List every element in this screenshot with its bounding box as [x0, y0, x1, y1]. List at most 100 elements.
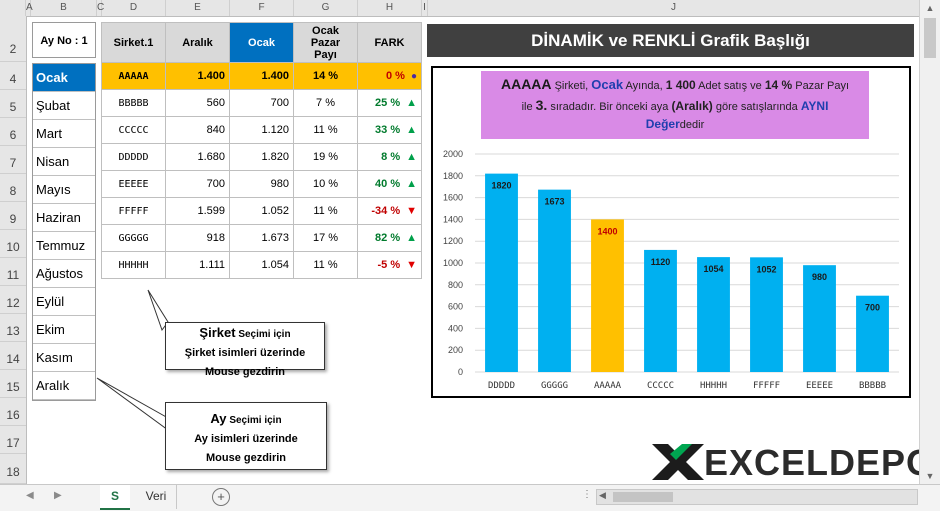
sheet-tab-active[interactable]: S	[100, 485, 130, 510]
row-number[interactable]: 7	[0, 146, 26, 174]
row-number[interactable]: 9	[0, 202, 26, 230]
company-cell[interactable]: AAAAA	[101, 62, 166, 90]
horizontal-scrollbar[interactable]: ◀	[596, 489, 918, 505]
tab-scroll-right-icon[interactable]: ▶	[54, 490, 62, 501]
row-number[interactable]: 4	[0, 62, 26, 90]
company-cell[interactable]: CCCCC	[101, 116, 166, 144]
chart-bar[interactable]	[644, 249, 677, 372]
scroll-down-icon[interactable]: ▼	[925, 471, 935, 481]
table-row[interactable]: GGGGG 918 1.673 17 % 82 % ▲	[101, 224, 422, 252]
change-cell[interactable]: -5 % ▼	[357, 251, 422, 279]
month-item-ocak[interactable]: Ocak	[33, 64, 95, 92]
change-cell[interactable]: 82 % ▲	[357, 224, 422, 252]
current-sales-cell[interactable]: 1.052	[229, 197, 294, 225]
row-number[interactable]: 15	[0, 370, 26, 398]
company-cell[interactable]: GGGGG	[101, 224, 166, 252]
market-share-cell[interactable]: 14 %	[293, 62, 358, 90]
prev-sales-cell[interactable]: 918	[165, 224, 230, 252]
table-row[interactable]: DDDDD 1.680 1.820 19 % 8 % ▲	[101, 143, 422, 171]
current-sales-cell[interactable]: 1.820	[229, 143, 294, 171]
market-share-cell[interactable]: 10 %	[293, 170, 358, 198]
column-h[interactable]: H	[358, 0, 422, 16]
row-number[interactable]: 6	[0, 118, 26, 146]
header-ocak[interactable]: Ocak	[229, 22, 294, 63]
month-number-cell[interactable]: Ay No : 1	[32, 22, 96, 58]
chart-bar[interactable]	[697, 257, 730, 372]
column-c[interactable]: C	[97, 0, 104, 16]
current-sales-cell[interactable]: 1.120	[229, 116, 294, 144]
month-item-mayis[interactable]: Mayıs	[33, 176, 95, 204]
change-cell[interactable]: 40 % ▲	[357, 170, 422, 198]
header-sirket[interactable]: Sirket.1	[101, 22, 166, 63]
market-share-cell[interactable]: 11 %	[293, 116, 358, 144]
company-cell[interactable]: EEEEE	[101, 170, 166, 198]
scroll-thumb[interactable]	[924, 18, 936, 58]
prev-sales-cell[interactable]: 700	[165, 170, 230, 198]
row-number[interactable]: 14	[0, 342, 26, 370]
month-item-nisan[interactable]: Nisan	[33, 148, 95, 176]
chart-bar[interactable]	[856, 295, 889, 372]
company-cell[interactable]: HHHHH	[101, 251, 166, 279]
month-item-aralik[interactable]: Aralık	[33, 372, 95, 400]
chart-bar[interactable]	[803, 265, 836, 372]
row-number[interactable]: 12	[0, 286, 26, 314]
column-b[interactable]: B	[31, 0, 97, 16]
current-sales-cell[interactable]: 1.673	[229, 224, 294, 252]
row-number[interactable]: 2	[0, 16, 26, 62]
column-g[interactable]: G	[294, 0, 358, 16]
row-number[interactable]: 13	[0, 314, 26, 342]
tab-splitter-icon[interactable]: ⋮	[582, 489, 592, 500]
header-pazar-payi[interactable]: Ocak Pazar Payı	[293, 22, 358, 63]
column-f[interactable]: F	[230, 0, 294, 16]
column-i[interactable]: I	[422, 0, 428, 16]
hscroll-thumb[interactable]	[613, 492, 673, 502]
row-number[interactable]: 11	[0, 258, 26, 286]
prev-sales-cell[interactable]: 1.599	[165, 197, 230, 225]
row-number[interactable]: 5	[0, 90, 26, 118]
sheet-tab-veri[interactable]: Veri	[136, 485, 177, 509]
worksheet[interactable]: A B C D E F G H I J 2 4 5 6 7 8 9 10 11 …	[0, 0, 920, 484]
change-cell[interactable]: 8 % ▲	[357, 143, 422, 171]
market-share-cell[interactable]: 7 %	[293, 89, 358, 117]
month-item-kasim[interactable]: Kasım	[33, 344, 95, 372]
row-number[interactable]: 10	[0, 230, 26, 258]
prev-sales-cell[interactable]: 1.400	[165, 62, 230, 90]
scroll-up-icon[interactable]: ▲	[925, 3, 935, 13]
company-cell[interactable]: FFFFF	[101, 197, 166, 225]
chart-bar[interactable]	[591, 219, 624, 372]
chart-area[interactable]: AAAAA Şirketi, Ocak Ayında, 1 400 Adet s…	[431, 66, 911, 398]
table-row[interactable]: EEEEE 700 980 10 % 40 % ▲	[101, 170, 422, 198]
hscroll-left-icon[interactable]: ◀	[599, 490, 606, 500]
prev-sales-cell[interactable]: 1.680	[165, 143, 230, 171]
row-number[interactable]: 18	[0, 454, 26, 484]
current-sales-cell[interactable]: 1.400	[229, 62, 294, 90]
column-a[interactable]: A	[26, 0, 33, 16]
column-e[interactable]: E	[166, 0, 230, 16]
market-share-cell[interactable]: 11 %	[293, 251, 358, 279]
vertical-scrollbar[interactable]: ▲ ▼	[919, 0, 940, 484]
select-all-corner[interactable]	[0, 0, 26, 16]
change-cell[interactable]: 33 % ▲	[357, 116, 422, 144]
tab-scroll-left-icon[interactable]: ◀	[26, 490, 34, 501]
table-row[interactable]: FFFFF 1.599 1.052 11 % -34 % ▼	[101, 197, 422, 225]
company-cell[interactable]: BBBBB	[101, 89, 166, 117]
change-cell[interactable]: -34 % ▼	[357, 197, 422, 225]
change-cell[interactable]: 25 % ▲	[357, 89, 422, 117]
row-number[interactable]: 8	[0, 174, 26, 202]
month-item-subat[interactable]: Şubat	[33, 92, 95, 120]
chart-bar[interactable]	[750, 257, 783, 372]
prev-sales-cell[interactable]: 560	[165, 89, 230, 117]
market-share-cell[interactable]: 19 %	[293, 143, 358, 171]
row-number[interactable]: 16	[0, 398, 26, 426]
current-sales-cell[interactable]: 700	[229, 89, 294, 117]
current-sales-cell[interactable]: 1.054	[229, 251, 294, 279]
prev-sales-cell[interactable]: 840	[165, 116, 230, 144]
row-number[interactable]: 17	[0, 426, 26, 454]
chart-bar[interactable]	[485, 173, 518, 372]
add-sheet-icon[interactable]: +	[212, 488, 230, 506]
table-row[interactable]: CCCCC 840 1.120 11 % 33 % ▲	[101, 116, 422, 144]
month-item-agustos[interactable]: Ağustos	[33, 260, 95, 288]
column-j[interactable]: J	[428, 0, 920, 16]
company-cell[interactable]: DDDDD	[101, 143, 166, 171]
header-fark[interactable]: FARK	[357, 22, 422, 63]
